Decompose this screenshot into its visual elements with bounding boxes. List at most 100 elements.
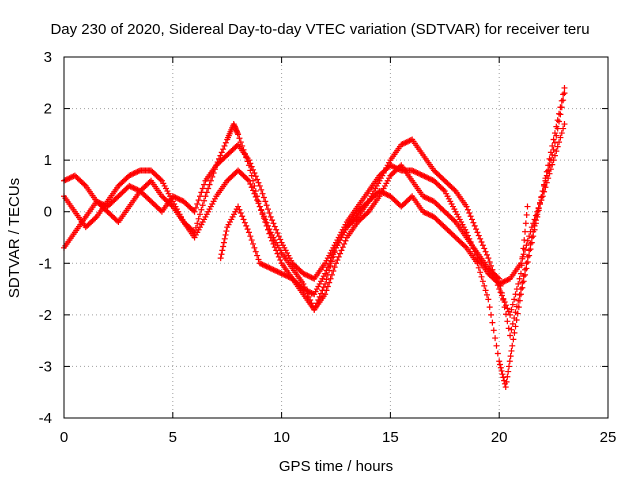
data-point	[270, 240, 277, 247]
data-point	[511, 329, 518, 336]
data-point	[217, 255, 224, 262]
data-point	[222, 139, 229, 146]
data-point	[542, 175, 549, 182]
data-point	[285, 273, 292, 280]
data-point	[410, 168, 417, 175]
data-point	[334, 257, 341, 264]
data-point	[519, 255, 526, 262]
data-point	[286, 274, 293, 281]
data-point	[197, 211, 203, 218]
data-point	[92, 215, 99, 222]
data-point	[549, 161, 556, 168]
data-point	[411, 168, 418, 175]
data-point	[520, 273, 527, 280]
data-point	[198, 206, 205, 213]
data-point	[497, 361, 504, 368]
data-point	[528, 239, 535, 246]
data-point	[523, 265, 530, 272]
data-point	[505, 368, 512, 375]
data-point	[421, 209, 428, 216]
data-point	[320, 284, 327, 291]
x-tick-label: 25	[600, 429, 617, 446]
data-point	[407, 137, 414, 144]
data-point	[530, 233, 537, 240]
data-point	[473, 226, 480, 233]
data-point	[485, 296, 492, 303]
data-point	[263, 263, 270, 270]
data-point	[218, 251, 225, 258]
data-point	[251, 190, 258, 197]
data-point	[545, 162, 552, 169]
data-point	[501, 304, 508, 311]
data-point	[305, 288, 312, 295]
data-point	[245, 229, 252, 236]
data-point	[516, 297, 523, 304]
data-point	[245, 157, 252, 164]
data-point	[173, 195, 180, 202]
data-point	[507, 332, 514, 339]
y-tick-label: 0	[44, 204, 52, 221]
data-point	[206, 181, 213, 188]
data-point	[274, 250, 281, 257]
data-point	[504, 305, 511, 312]
data-point	[376, 188, 383, 195]
data-point	[300, 286, 307, 293]
data-point	[398, 141, 405, 148]
data-point	[62, 177, 69, 184]
data-point	[251, 182, 258, 189]
data-point	[489, 319, 496, 326]
data-point	[250, 166, 257, 173]
data-point	[384, 191, 391, 198]
data-point	[501, 278, 508, 285]
data-point	[462, 243, 469, 250]
data-point	[333, 260, 339, 267]
data-point	[65, 175, 72, 182]
data-point	[157, 176, 164, 183]
data-point	[259, 261, 266, 268]
data-point	[247, 167, 254, 174]
data-point	[277, 269, 284, 276]
data-point	[316, 293, 323, 300]
data-points	[61, 84, 568, 391]
data-point	[537, 200, 543, 207]
data-point	[498, 289, 505, 296]
data-point	[554, 117, 561, 124]
data-point	[307, 289, 314, 296]
data-point	[341, 240, 348, 247]
y-tick-label: 3	[44, 49, 52, 66]
data-point	[309, 303, 316, 310]
data-point	[561, 90, 568, 97]
data-point	[538, 194, 545, 201]
data-point	[527, 240, 534, 247]
data-point	[247, 233, 254, 240]
data-point	[539, 188, 546, 195]
data-point	[539, 193, 546, 200]
data-point	[554, 143, 561, 150]
data-point	[252, 248, 259, 255]
data-point	[471, 222, 478, 229]
data-point	[277, 257, 284, 264]
data-point	[254, 197, 261, 204]
data-point	[303, 271, 310, 278]
data-point	[275, 233, 282, 240]
data-point	[134, 168, 141, 175]
data-point	[129, 171, 135, 178]
data-point	[300, 270, 307, 277]
data-point	[424, 210, 431, 217]
data-point	[401, 140, 407, 147]
data-point	[547, 157, 554, 164]
data-point	[322, 291, 329, 298]
data-point	[508, 306, 515, 313]
x-tick-label: 20	[491, 429, 508, 446]
data-point	[66, 175, 73, 182]
data-point	[236, 206, 243, 213]
data-point	[217, 152, 224, 159]
data-point	[390, 163, 397, 170]
data-point	[486, 304, 493, 311]
data-point	[131, 185, 138, 192]
data-point	[262, 198, 269, 205]
data-point	[245, 177, 252, 184]
data-point	[63, 176, 70, 183]
data-point	[402, 139, 409, 146]
